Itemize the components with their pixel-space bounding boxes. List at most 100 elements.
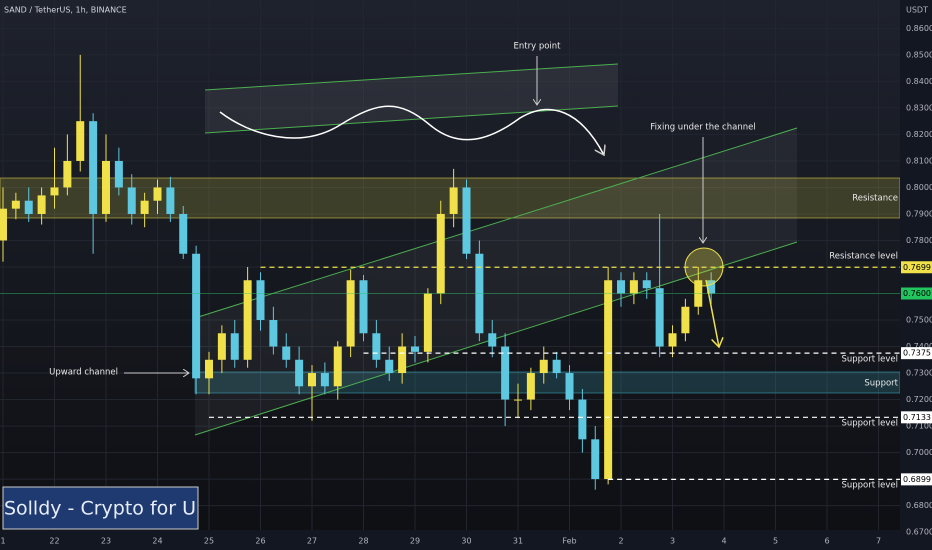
candle-body xyxy=(217,333,226,360)
candle-body xyxy=(552,359,561,374)
price-tag xyxy=(901,473,932,486)
annotation: Upward channel xyxy=(49,368,118,378)
x-tick-label: 29 xyxy=(410,537,420,546)
y-tick-label: 0.7000 xyxy=(906,448,932,457)
annotation: Entry point xyxy=(514,42,562,52)
y-tick-label: 0.7800 xyxy=(906,236,932,245)
y-tick-label: 0.8600 xyxy=(906,24,932,33)
candle-body xyxy=(398,346,407,374)
axes: 0.8600 0.8500 0.8400 0.8300 0.8200 0.8100 0.80… xyxy=(0,24,932,546)
y-tick-label: 0.6800 xyxy=(906,501,932,510)
x-tick-label: Feb xyxy=(562,537,576,546)
projection-bottom xyxy=(204,105,619,134)
x-tick-label: 6 xyxy=(824,537,829,546)
candle-body xyxy=(114,160,123,188)
candle-body xyxy=(269,320,278,347)
y-tick-label: 0.7900 xyxy=(906,209,932,218)
y-tick-label: 0.7400 xyxy=(906,342,932,351)
candle-body xyxy=(204,359,213,379)
candle-body xyxy=(475,253,484,334)
price-tag xyxy=(901,261,932,274)
candle-body xyxy=(127,187,136,214)
candle-body xyxy=(578,399,587,440)
candle-body xyxy=(166,187,175,214)
candle-body xyxy=(359,280,368,334)
x-tick-label: 30 xyxy=(461,537,471,546)
projection-top xyxy=(204,63,619,91)
candle-body xyxy=(0,208,7,241)
price-axis xyxy=(900,0,932,550)
candle-body xyxy=(642,280,651,289)
candle-body xyxy=(140,200,149,214)
candle-body xyxy=(333,346,342,387)
annotation: Support level xyxy=(841,355,898,365)
candle-body xyxy=(617,280,626,294)
y-tick-label: 0.6700 xyxy=(906,528,932,537)
x-tick-label: 31 xyxy=(513,537,523,546)
candle-body xyxy=(591,439,600,480)
x-tick-label: 25 xyxy=(204,537,214,546)
candle-body xyxy=(681,306,690,334)
candle-body xyxy=(565,373,574,400)
x-tick-label: 27 xyxy=(307,537,317,546)
annotation: Support level xyxy=(841,419,898,429)
candle-body xyxy=(192,253,201,379)
y-tick-label: 0.7100 xyxy=(906,422,932,431)
candle-body xyxy=(63,160,72,188)
candle-body xyxy=(604,280,613,480)
candle-body xyxy=(295,359,304,387)
y-tick-label: 0.8300 xyxy=(906,103,932,112)
highlight-circle xyxy=(684,247,724,287)
candle-body xyxy=(101,160,110,214)
y-tick-label: 0.7500 xyxy=(906,316,932,325)
candle-body xyxy=(153,187,162,201)
price-tag xyxy=(901,411,932,424)
x-tick-label: 22 xyxy=(49,537,59,546)
price-tag-label: 0.7699 xyxy=(903,263,931,272)
candle-body xyxy=(449,187,458,214)
candle-body xyxy=(372,333,381,360)
time-axis xyxy=(0,530,900,550)
y-tick-label: 0.8400 xyxy=(906,77,932,86)
candle-body xyxy=(629,280,638,294)
levels xyxy=(0,266,900,480)
x-tick-label: 1 xyxy=(0,537,5,546)
price-tag xyxy=(901,287,932,300)
chart-title: SAND / TetherUS, 1h, BINANCE xyxy=(4,6,127,15)
price-tag-label: 0.7600 xyxy=(903,289,931,298)
price-tag-label: 0.7133 xyxy=(903,413,931,422)
candle-body xyxy=(694,280,703,307)
x-tick-label: 3 xyxy=(670,537,675,546)
candle-body xyxy=(24,200,33,214)
candle-body xyxy=(385,359,394,374)
candle-body xyxy=(462,187,471,254)
x-tick-label: 2 xyxy=(618,537,623,546)
annotation: Fixing under the channel xyxy=(650,123,755,133)
candle-body xyxy=(423,293,432,352)
candle-body xyxy=(230,333,239,360)
price-tag-label: 0.6899 xyxy=(903,475,931,484)
candle-body xyxy=(282,346,291,360)
candle-body xyxy=(243,280,252,360)
candle-body xyxy=(707,280,716,294)
watermark-box xyxy=(2,486,199,530)
candle-body xyxy=(89,121,98,214)
x-tick-label: 5 xyxy=(773,537,778,546)
candle-body xyxy=(346,280,355,347)
x-tick-label: 7 xyxy=(876,537,881,546)
candle-body xyxy=(37,195,46,214)
candle-body xyxy=(539,359,548,374)
candle-body xyxy=(526,373,535,400)
channel-fill xyxy=(195,128,797,435)
annotation: Support level xyxy=(841,481,898,491)
unit-label: USDT xyxy=(906,6,928,15)
candle-body xyxy=(668,333,677,347)
channel-top xyxy=(194,127,798,319)
candle-body xyxy=(436,213,445,294)
path-curve xyxy=(219,105,604,155)
annotation: Resistance level xyxy=(829,252,898,262)
candle-body xyxy=(11,200,20,209)
x-tick-label: 23 xyxy=(101,537,111,546)
